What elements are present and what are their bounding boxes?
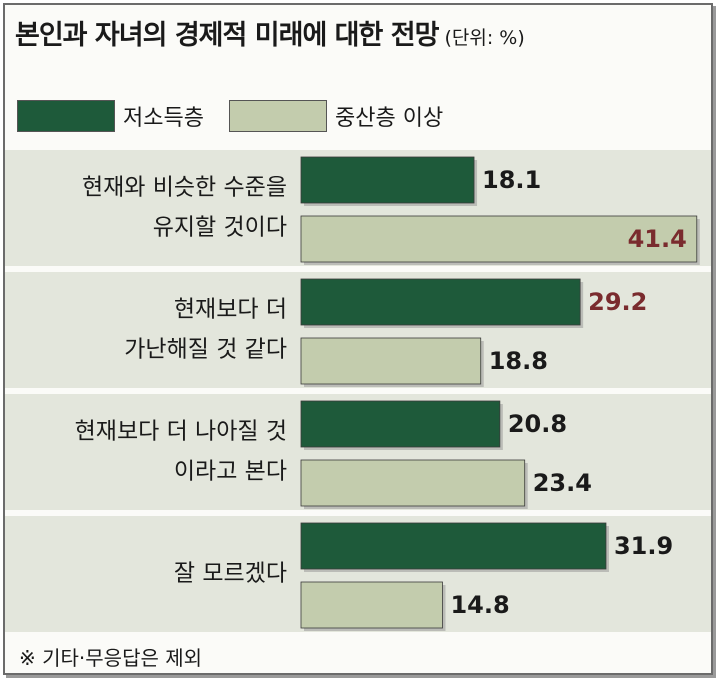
unit-label: (단위: %): [444, 27, 525, 49]
value-label: 31.9: [614, 532, 673, 560]
value-label: 41.4: [628, 225, 687, 253]
category-label: 가난해질 것 같다: [124, 337, 287, 363]
value-label: 23.4: [533, 469, 592, 497]
bar: [300, 400, 501, 448]
legend-label-low-income: 저소득층: [123, 106, 204, 131]
footnote: ※ 기타·무응답은 제외: [19, 646, 203, 670]
legend-label-middle-class: 중산층 이상: [335, 106, 444, 131]
value-label: 18.1: [482, 166, 541, 194]
category-label: 현재보다 더: [174, 297, 287, 323]
chart-title-row: 본인과 자녀의 경제적 미래에 대한 전망 (단위: %): [15, 13, 525, 52]
bar: [300, 278, 581, 326]
value-label: 18.8: [489, 347, 548, 375]
bar: [300, 522, 607, 570]
value-label: 20.8: [508, 410, 567, 438]
category-label: 잘 모르겠다: [174, 561, 287, 587]
value-label: 14.8: [450, 591, 509, 619]
category-label: 현재와 비슷한 수준을: [82, 175, 287, 201]
legend-item-low-income: 저소득층: [17, 100, 204, 132]
chart-title: 본인과 자녀의 경제적 미래에 대한 전망: [15, 20, 439, 51]
category-label: 이라고 본다: [174, 459, 287, 485]
category-label: 현재보다 더 나아질 것: [75, 419, 287, 445]
bar: [300, 337, 482, 385]
legend-item-middle-class: 중산층 이상: [229, 100, 443, 132]
bar: [300, 215, 698, 263]
value-label: 29.2: [588, 288, 647, 316]
bar: [300, 581, 443, 629]
legend-swatch-middle-class: [229, 100, 327, 132]
chart-frame: 본인과 자녀의 경제적 미래에 대한 전망 (단위: %) 저소득층 중산층 이상…: [3, 3, 713, 675]
bar: [300, 459, 526, 507]
category-label: 유지할 것이다: [153, 215, 287, 241]
legend-swatch-low-income: [17, 100, 115, 132]
bar: [300, 156, 475, 204]
